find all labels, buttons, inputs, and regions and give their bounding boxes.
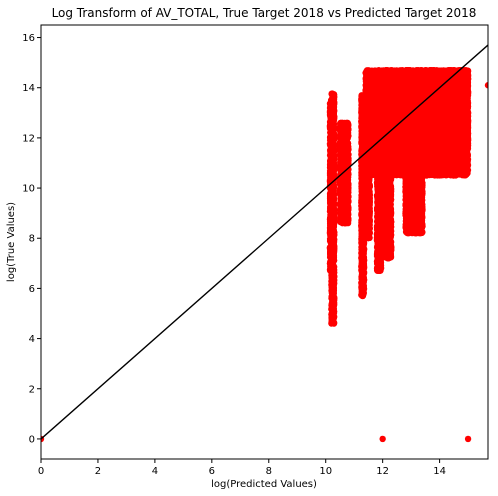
data-point [330, 131, 337, 138]
data-point [364, 201, 371, 208]
data-points [41, 66, 488, 443]
data-point [337, 205, 345, 212]
data-point [375, 250, 382, 257]
data-point [328, 123, 336, 131]
data-point [344, 135, 351, 142]
data-point [337, 136, 345, 143]
data-point [329, 242, 337, 249]
data-point [360, 253, 368, 261]
data-point [329, 95, 337, 102]
data-point [340, 215, 348, 222]
data-point [337, 159, 344, 166]
data-point [329, 211, 336, 219]
data-point [330, 287, 337, 294]
data-point [343, 140, 350, 148]
data-point [359, 277, 366, 284]
data-point [363, 181, 371, 189]
data-point [376, 237, 384, 244]
data-point [330, 296, 338, 304]
data-point [328, 136, 335, 144]
data-point [366, 222, 373, 229]
data-point [376, 198, 384, 206]
data-point [376, 204, 383, 212]
data-point [330, 162, 337, 169]
data-point [341, 124, 348, 132]
data-point [365, 188, 372, 196]
data-point [329, 156, 336, 163]
data-point [337, 180, 344, 188]
data-point [344, 188, 351, 195]
data-point [329, 108, 336, 116]
data-point [328, 281, 335, 288]
data-point [330, 142, 338, 149]
data-point [328, 305, 335, 312]
data-point [343, 201, 351, 208]
chart-title: Log Transform of AV_TOTAL, True Target 2… [52, 6, 477, 20]
data-point [376, 225, 383, 232]
data-point [365, 231, 372, 238]
data-point [358, 225, 366, 232]
data-point [360, 261, 368, 268]
data-point [328, 257, 336, 264]
data-point [330, 184, 337, 192]
data-point [328, 200, 336, 207]
data-point [329, 220, 336, 227]
data-point [360, 283, 367, 290]
